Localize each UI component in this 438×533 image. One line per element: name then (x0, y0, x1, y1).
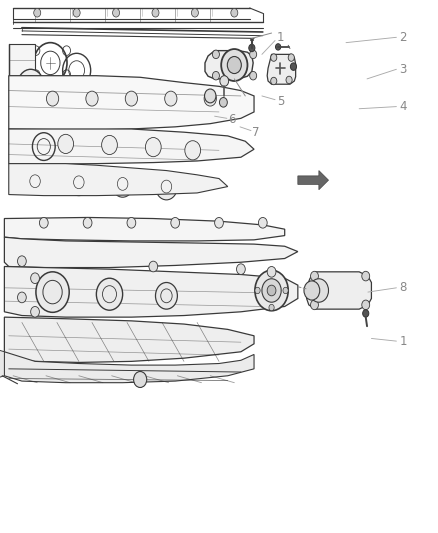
Polygon shape (4, 266, 298, 317)
Polygon shape (9, 164, 228, 196)
Circle shape (220, 76, 229, 86)
Polygon shape (205, 51, 253, 79)
Circle shape (311, 271, 318, 281)
Circle shape (362, 271, 370, 281)
Circle shape (215, 217, 223, 228)
Circle shape (286, 76, 292, 84)
Circle shape (145, 138, 161, 157)
Polygon shape (9, 76, 254, 130)
Circle shape (271, 54, 277, 61)
Circle shape (102, 135, 117, 155)
Circle shape (58, 134, 74, 154)
Circle shape (205, 89, 216, 103)
Circle shape (155, 173, 177, 200)
Circle shape (191, 9, 198, 17)
Circle shape (250, 71, 257, 80)
Text: 7: 7 (252, 126, 260, 139)
Text: 5: 5 (277, 95, 284, 108)
Circle shape (152, 9, 159, 17)
Text: 6: 6 (228, 114, 236, 126)
Circle shape (165, 91, 177, 106)
Circle shape (363, 310, 369, 317)
Circle shape (249, 44, 255, 52)
Circle shape (134, 372, 147, 387)
Circle shape (31, 306, 39, 317)
Circle shape (113, 9, 120, 17)
Polygon shape (4, 352, 254, 383)
Circle shape (31, 273, 39, 284)
Circle shape (304, 281, 320, 300)
Circle shape (149, 261, 158, 272)
Polygon shape (9, 129, 254, 164)
Circle shape (227, 56, 241, 74)
Circle shape (258, 217, 267, 228)
Circle shape (24, 168, 46, 195)
Circle shape (39, 217, 48, 228)
Circle shape (18, 69, 44, 101)
Circle shape (255, 270, 288, 311)
Circle shape (68, 169, 90, 196)
Circle shape (311, 300, 318, 310)
Circle shape (283, 287, 288, 294)
Circle shape (171, 217, 180, 228)
Circle shape (112, 171, 134, 197)
Polygon shape (9, 44, 35, 76)
Circle shape (237, 264, 245, 274)
Circle shape (212, 50, 219, 59)
Text: 3: 3 (399, 63, 406, 76)
Circle shape (221, 49, 247, 81)
Circle shape (204, 91, 216, 106)
Circle shape (219, 98, 227, 107)
Polygon shape (307, 272, 371, 309)
Circle shape (18, 292, 26, 303)
Circle shape (212, 71, 219, 80)
Circle shape (125, 91, 138, 106)
Circle shape (250, 50, 257, 59)
Circle shape (262, 279, 281, 302)
Circle shape (73, 9, 80, 17)
Circle shape (96, 278, 123, 310)
Circle shape (231, 9, 238, 17)
Polygon shape (298, 171, 328, 190)
Polygon shape (0, 349, 4, 378)
Circle shape (362, 300, 370, 310)
Circle shape (269, 304, 274, 311)
Polygon shape (4, 317, 254, 362)
Text: 4: 4 (399, 100, 407, 113)
Circle shape (269, 270, 274, 277)
Circle shape (267, 285, 276, 296)
Polygon shape (267, 54, 296, 84)
Polygon shape (4, 217, 285, 241)
Text: 1: 1 (276, 31, 284, 44)
Circle shape (83, 217, 92, 228)
Circle shape (46, 91, 59, 106)
Text: 1: 1 (399, 335, 407, 348)
Circle shape (271, 77, 277, 85)
Circle shape (86, 91, 98, 106)
Circle shape (276, 44, 281, 50)
Text: 8: 8 (399, 281, 406, 294)
Circle shape (255, 287, 260, 294)
Polygon shape (4, 237, 298, 268)
Circle shape (290, 63, 297, 70)
Circle shape (309, 279, 328, 302)
Circle shape (36, 272, 69, 312)
Circle shape (18, 256, 26, 266)
Circle shape (267, 266, 276, 277)
Circle shape (288, 54, 294, 61)
Circle shape (34, 9, 41, 17)
Circle shape (127, 217, 136, 228)
Circle shape (185, 141, 201, 160)
Circle shape (155, 282, 177, 309)
Text: 2: 2 (399, 31, 407, 44)
